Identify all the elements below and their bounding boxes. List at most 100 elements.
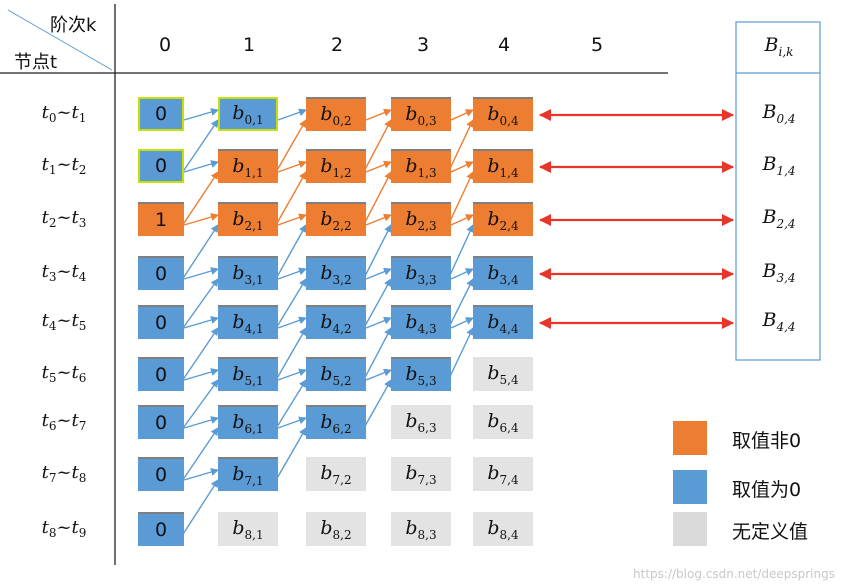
cell-4-4: b4,4 [473,305,533,339]
cell-0-4: b0,4 [473,97,533,131]
cell-3-1: b3,1 [218,256,278,290]
cell-5-2: b5,2 [306,357,366,391]
cell-8-2: b8,2 [306,512,366,546]
cell-7-1: b7,1 [218,457,278,491]
arrow-h-0-2 [277,108,307,121]
cell-2-1: b2,1 [218,202,278,236]
result-B-4-4: B4,4 [762,309,796,334]
row-label-4: t4~t5 [41,310,87,333]
legend-label-0: 取值非0 [732,430,802,452]
cell-6-3: b6,3 [391,405,451,439]
arrow-h-3-3 [365,267,392,280]
arrow-d-1-1 [177,171,219,233]
cell-4-3: b4,3 [391,305,451,339]
row-label-5: t5~t6 [41,362,87,385]
cell-5-4: b5,4 [473,357,533,391]
arrow-h-0-1 [183,108,219,121]
legend-swatch-1 [673,470,707,504]
cell-6-4: b6,4 [473,405,533,439]
cell-5-3: b5,3 [391,357,451,391]
cell-8-3: b8,3 [391,512,451,546]
arrow-h-4-1 [183,316,219,329]
cell-7-3: b7,3 [391,457,451,491]
row-label-2: t2~t3 [41,207,87,230]
arrow-h-4-2 [277,316,307,329]
row-label-1: t1~t2 [41,154,87,177]
cell-6-2: b6,2 [306,405,366,439]
legend-swatch-0 [673,421,707,455]
arrow-h-0-4 [450,109,474,121]
cell-2-2: b2,2 [306,202,366,236]
cell-6-0: 0 [138,405,184,439]
arrow-d-4-1 [177,327,219,388]
result-B-1-4: B1,4 [762,153,796,178]
cell-6-1: b6,1 [218,405,278,439]
cell-1-3: b1,3 [391,149,451,183]
cell-0-2: b0,2 [306,97,366,131]
cell-3-0: 0 [138,256,184,290]
column-header-4: 4 [497,34,511,56]
cell-2-4: b2,4 [473,202,533,236]
row-label-6: t6~t7 [41,410,87,433]
cell-5-0: 0 [138,357,184,391]
arrow-h-1-4 [450,161,474,173]
cell-1-0: 0 [138,149,184,183]
legend-label-2: 无定义值 [732,521,809,543]
cell-1-1: b1,1 [218,149,278,183]
cell-8-0: 0 [138,512,184,546]
arrow-h-5-1 [183,368,219,381]
row-label-3: t3~t4 [41,261,87,284]
arrow-h-6-1 [183,416,219,429]
legend-swatch-2 [673,512,707,546]
arrow-h-5-3 [365,368,392,381]
arrow-h-1-3 [365,160,392,173]
column-header-5: 5 [590,34,604,56]
node-axis-label: 节点t [14,52,58,73]
cell-0-0: 0 [138,97,184,131]
watermark: https://blog.csdn.net/deepsprings [633,567,835,581]
arrow-h-2-2 [277,213,307,226]
cell-0-3: b0,3 [391,97,451,131]
column-header-0: 0 [158,34,172,56]
result-header: Bi,k [764,34,794,59]
row-label-7: t7~t8 [41,462,87,485]
arrow-h-6-2 [277,416,307,429]
legend-label-1: 取值为0 [732,479,802,501]
arrow-h-0-3 [365,108,392,121]
cell-3-3: b3,3 [391,256,451,290]
arrow-h-2-1 [183,213,219,226]
arrow-d-3-1 [177,278,219,336]
result-B-3-4: B3,4 [762,260,796,285]
cell-7-4: b7,4 [473,457,533,491]
arrow-h-4-4 [450,317,474,329]
cell-3-2: b3,2 [306,256,366,290]
order-axis-label: 阶次k [50,15,97,36]
cell-3-4: b3,4 [473,256,533,290]
result-column-box [735,21,821,361]
arrow-h-1-2 [277,160,307,173]
cell-2-0: 1 [138,202,184,236]
cell-1-2: b1,2 [306,149,366,183]
column-header-2: 2 [330,34,344,56]
row-label-0: t0~t1 [41,102,87,125]
column-header-3: 3 [416,34,430,56]
cell-4-0: 0 [138,305,184,339]
cell-7-2: b7,2 [306,457,366,491]
column-header-1: 1 [242,34,256,56]
arrow-d-6-1 [177,427,219,488]
corner-diagonal [7,9,113,71]
arrow-h-4-3 [365,316,392,329]
cell-0-1: b0,1 [218,97,278,131]
cell-4-2: b4,2 [306,305,366,339]
arrow-h-3-4 [450,268,474,280]
arrow-h-7-1 [183,468,219,481]
cell-7-0: 0 [138,457,184,491]
arrow-h-2-4 [450,214,474,226]
arrow-h-2-3 [365,213,392,226]
arrow-h-3-1 [183,267,219,280]
cell-4-1: b4,1 [218,305,278,339]
cell-2-3: b2,3 [391,202,451,236]
arrow-d-2-1 [177,224,219,287]
